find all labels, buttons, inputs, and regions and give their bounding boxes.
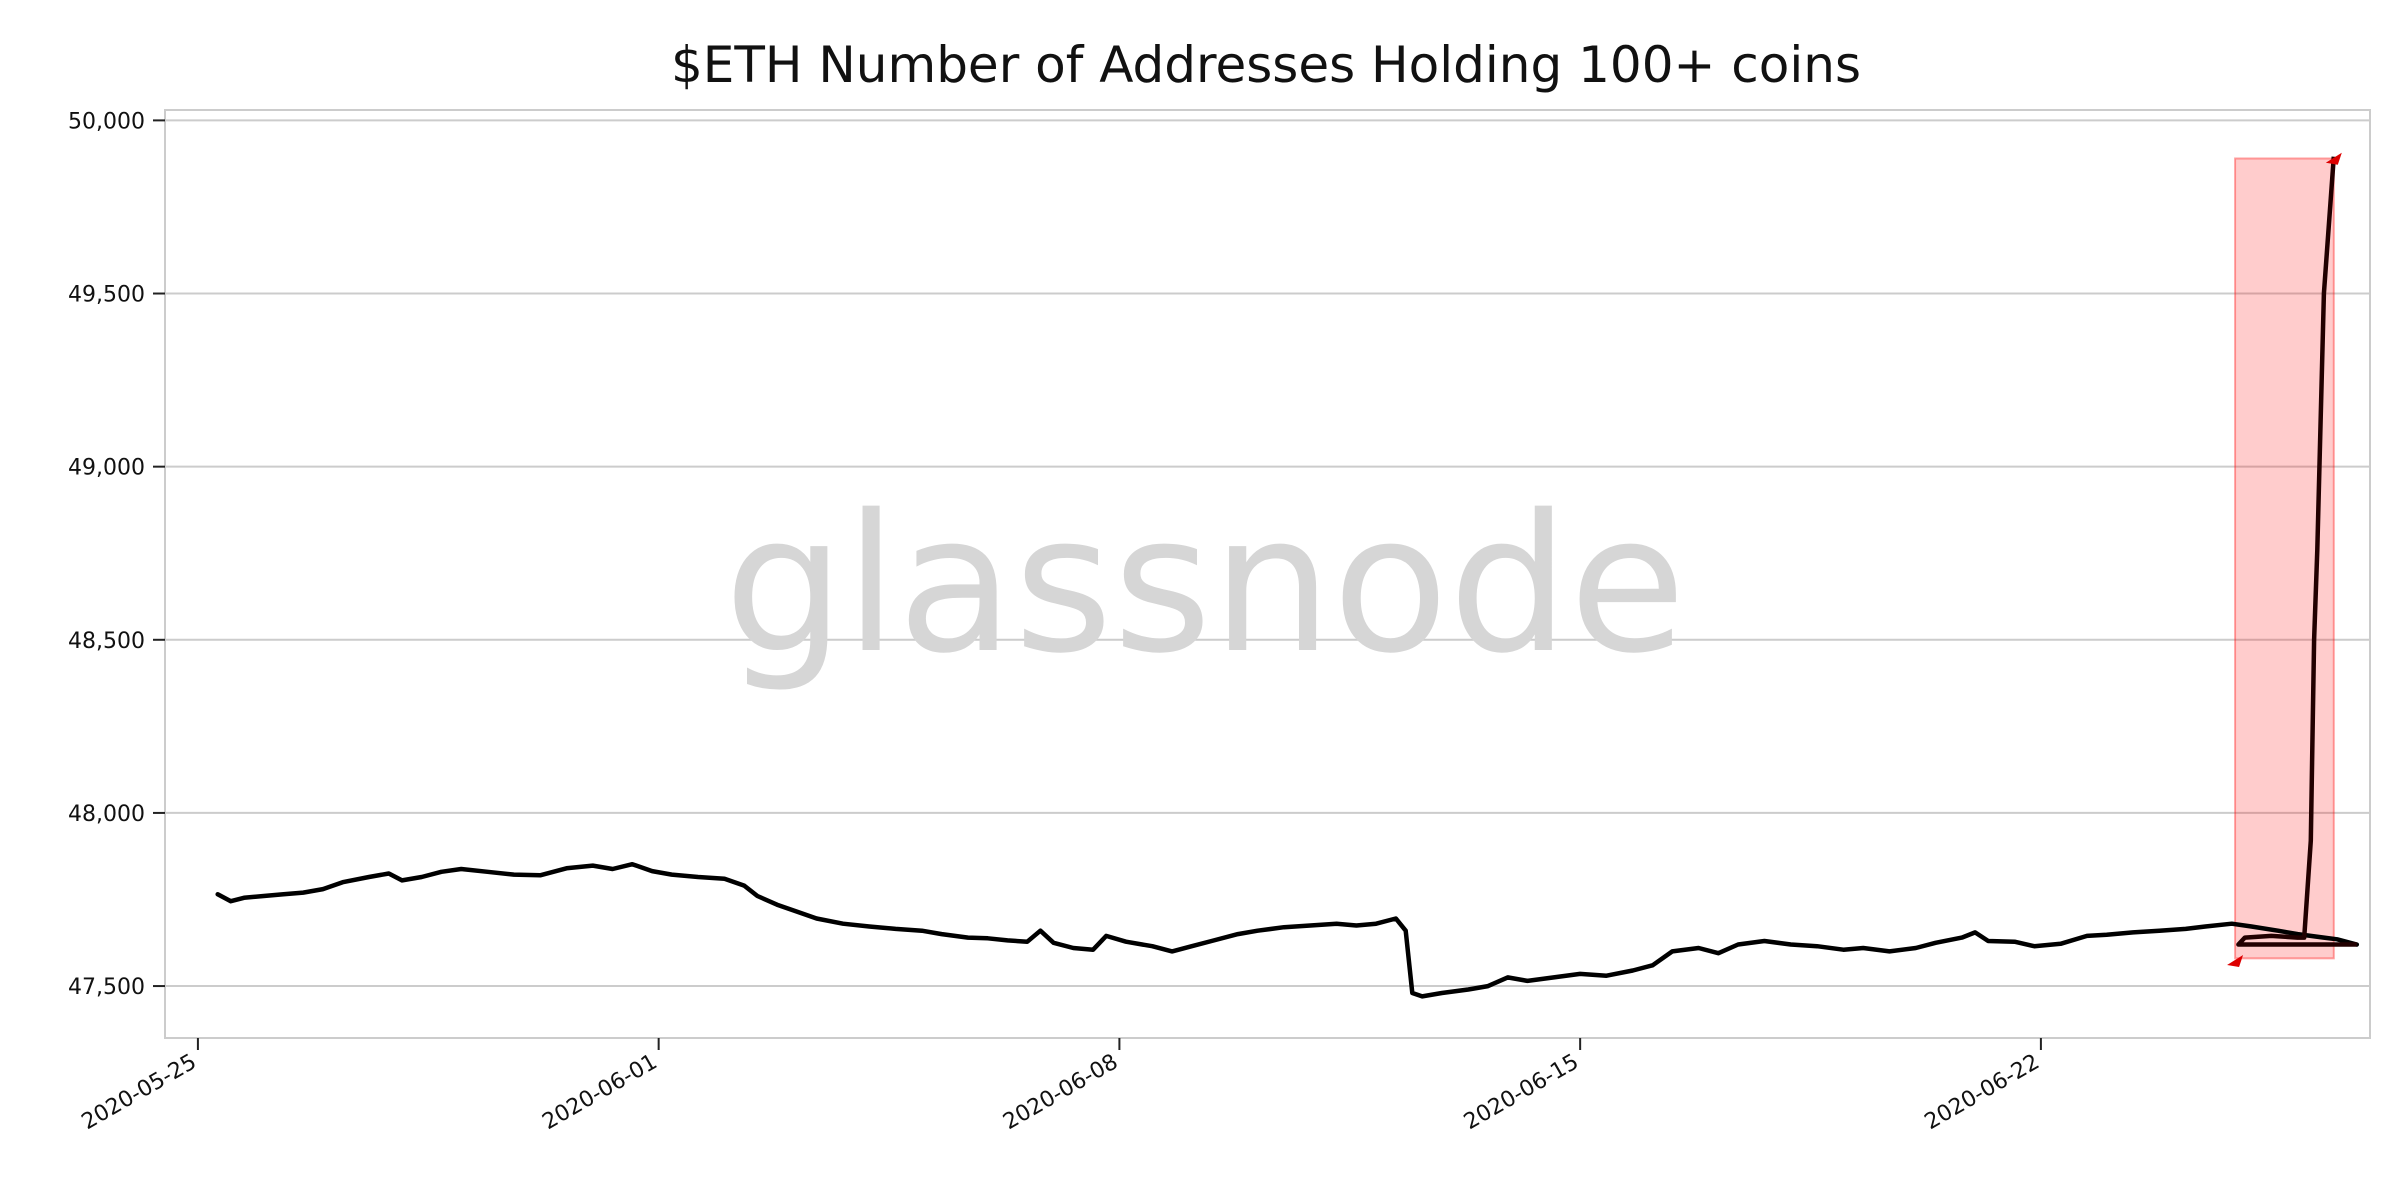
y-gridlines [165, 119, 2370, 988]
y-tick-label: 48,000 [68, 802, 145, 827]
endpoint-marker [2227, 955, 2244, 968]
watermark-logo: glassnode [724, 474, 1686, 695]
chart-title: $ETH Number of Addresses Holding 100+ co… [671, 36, 1861, 94]
x-tick-label: 2020-06-08 [999, 1050, 1122, 1136]
y-axis: 47,500 48,000 48,500 49,000 49,500 50,000 [68, 109, 165, 1000]
spike-line [2236, 156, 2357, 947]
endpoint-markers [2227, 152, 2342, 968]
x-tick-label: 2020-06-22 [1921, 1050, 2044, 1136]
y-tick-label: 47,500 [68, 975, 145, 1000]
y-tick-label: 50,000 [68, 109, 145, 134]
y-tick-label: 48,500 [68, 629, 145, 654]
x-axis: 2020-05-25 2020-06-01 2020-06-08 2020-06-15… [78, 1038, 2044, 1135]
y-tick-label: 49,500 [68, 283, 145, 308]
x-tick-label: 2020-06-01 [538, 1050, 661, 1136]
series-layer [215, 156, 2360, 999]
plot-frame [164, 109, 2371, 1039]
x-tick-label: 2020-06-15 [1460, 1050, 1583, 1136]
y-tick-label: 49,000 [68, 456, 145, 481]
x-tick-label: 2020-05-25 [78, 1050, 201, 1136]
endpoint-marker [2325, 152, 2342, 165]
series-line [215, 861, 2360, 999]
